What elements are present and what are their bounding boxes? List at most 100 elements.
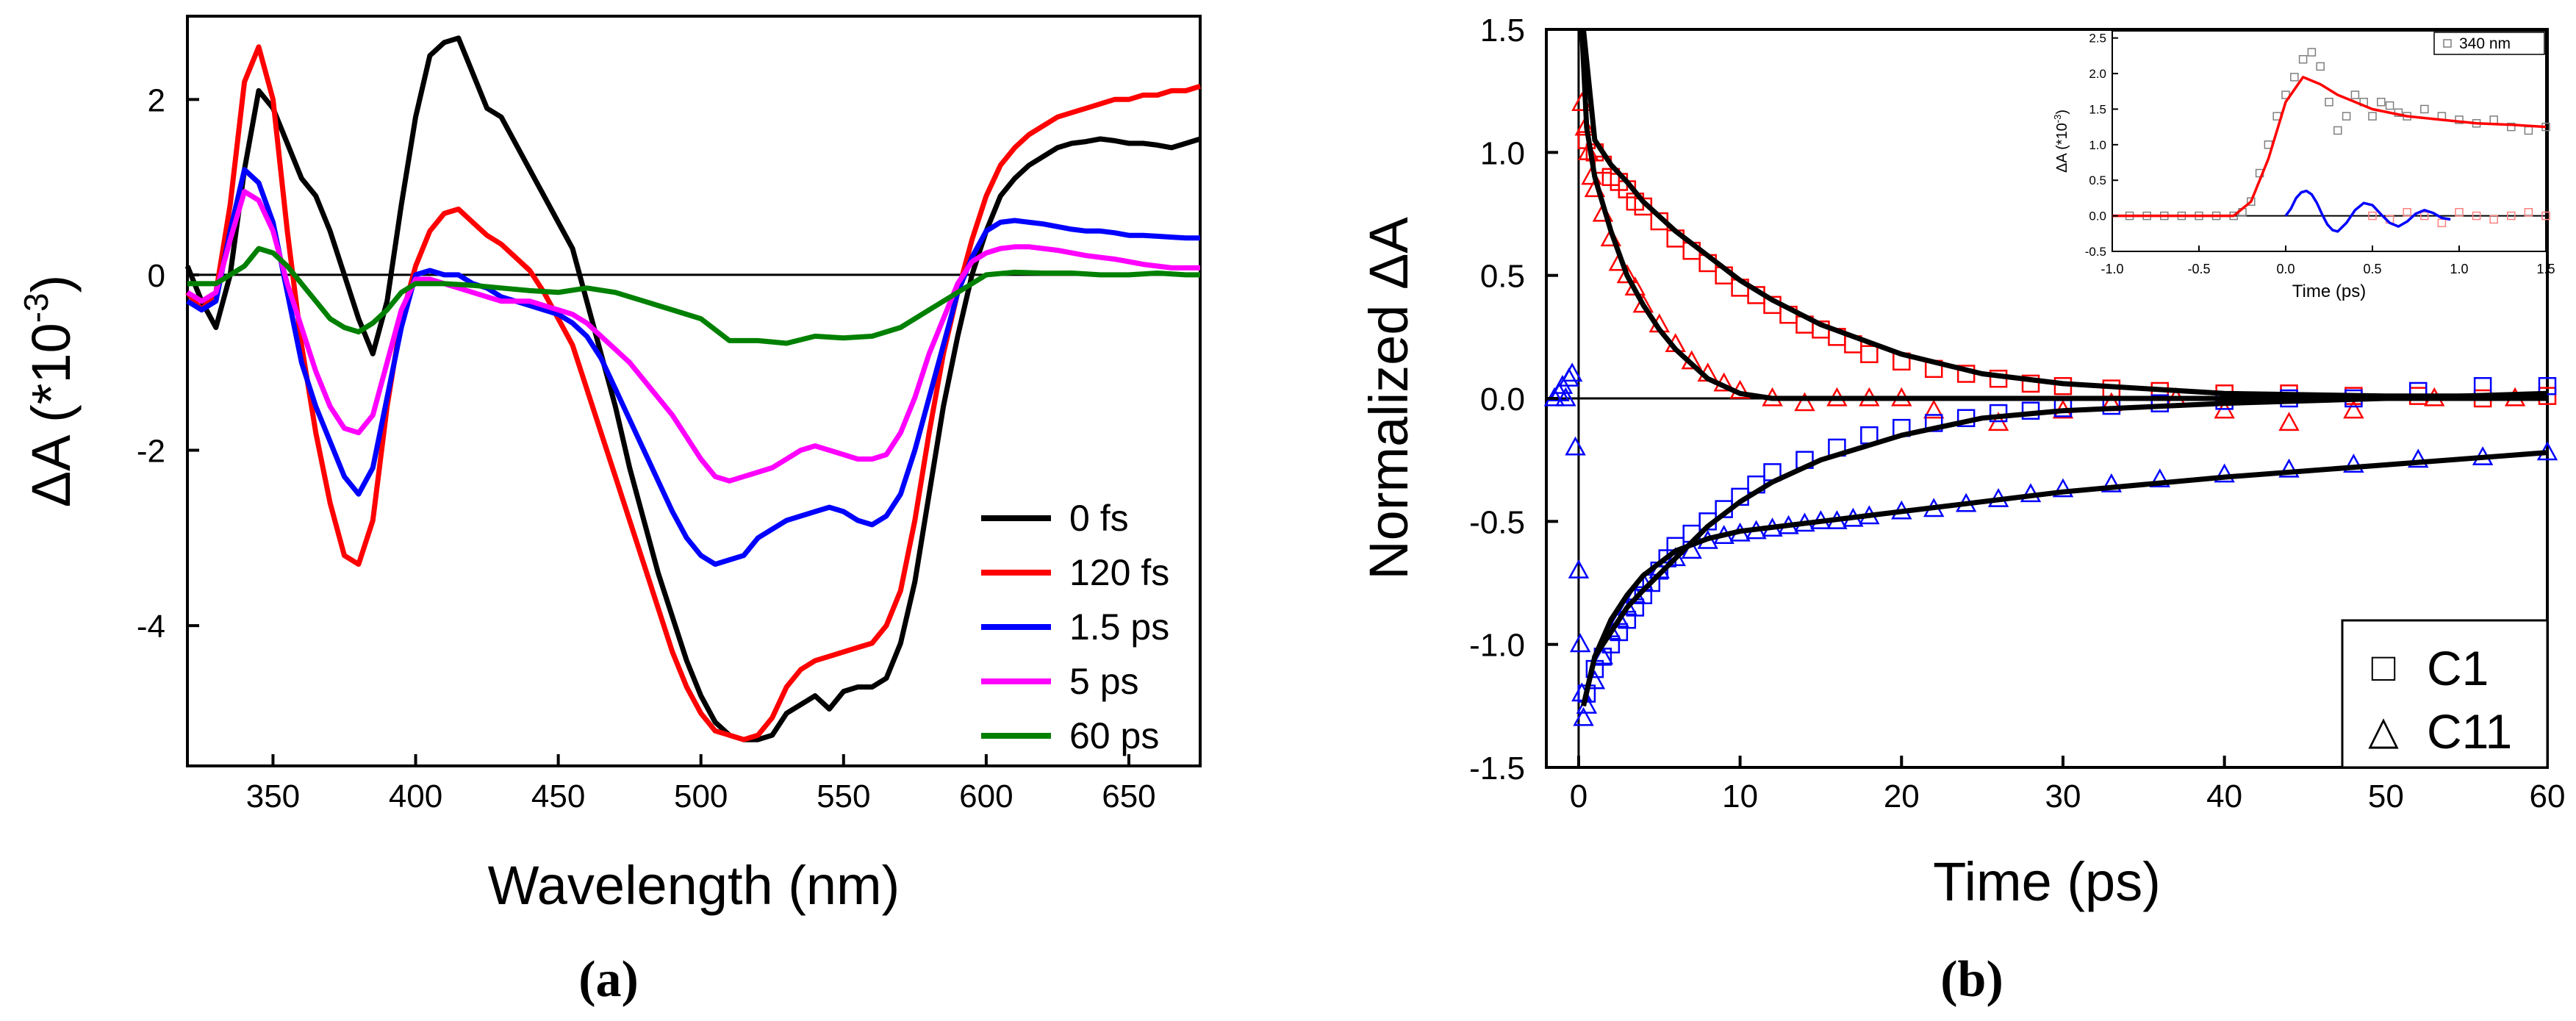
chart-b-point-1 — [1794, 392, 1815, 412]
inset-legend-marker — [2443, 39, 2452, 48]
chart-b-legend: □ C1 △ C11 — [2341, 619, 2549, 769]
chart-a-y-ticks: 2 0 -2 -4 — [137, 82, 199, 645]
inset-point-1 — [2524, 208, 2533, 217]
chart-b-point-1 — [1616, 264, 1638, 284]
chart-b-x-tick-label: 30 — [2045, 778, 2081, 814]
inset-point-1 — [2420, 211, 2429, 221]
chart-b-inset: -1.0 -0.5 0.0 0.5 1.0 1.5 -0.5 0.0 0.5 1.0 1.5 2.0 2… — [2052, 30, 2555, 301]
chart-b-point-3 — [2343, 454, 2364, 473]
chart-b-legend-label: C11 — [2427, 704, 2512, 759]
chart-a-x-tick-label: 550 — [817, 778, 870, 814]
chart-b-point-4 — [1561, 362, 1583, 382]
chart-b-legend-label: C1 — [2427, 641, 2489, 695]
inset-point-1 — [2455, 208, 2464, 217]
chart-a-series-line-2 — [186, 167, 1200, 567]
chart-b-point-1 — [1574, 116, 1596, 136]
chart-a-y-tick-label: -2 — [137, 434, 165, 470]
chart-b-point-3 — [2100, 473, 2123, 492]
chart-a-legend-label: 1.5 ps — [1069, 606, 1169, 648]
inset-point-0 — [2325, 98, 2333, 107]
inset-x-label: Time (ps) — [2292, 282, 2366, 301]
inset-point-1 — [2403, 208, 2411, 217]
chart-b-legend-box — [2341, 619, 2549, 769]
inset-y-label-close: ) — [2054, 110, 2070, 115]
inset-y-tick-label: 1.0 — [2089, 138, 2106, 152]
chart-b-legend-marker: △ — [2368, 709, 2399, 753]
chart-b-point-0 — [2021, 374, 2040, 393]
inset-x-tick-label: 0.5 — [2363, 262, 2381, 276]
chart-a-x-tick-label: 500 — [674, 778, 728, 814]
chart-b-fit-line-0 — [1581, 29, 2547, 399]
inset-point-0 — [2333, 126, 2342, 135]
chart-a-legend-label: 5 ps — [1069, 661, 1139, 702]
chart-b: 0 10 20 30 40 50 60 1.5 1.0 0.5 0.0 -0.5 -1.0 -1.5 T… — [1358, 12, 2565, 1008]
chart-b-point-4 — [1568, 559, 1590, 578]
chart-b-fit-line-3 — [1581, 450, 2548, 707]
panel-label-a: (a) — [578, 951, 639, 1008]
inset-legend-label: 340 nm — [2459, 35, 2511, 52]
chart-b-point-1 — [2343, 399, 2364, 419]
chart-b-x-tick-label: 60 — [2530, 778, 2566, 814]
inset-point-1 — [2541, 211, 2550, 221]
inset-point-1 — [2472, 211, 2481, 221]
chart-b-point-3 — [2214, 463, 2235, 483]
inset-legend-box — [2433, 32, 2545, 55]
inset-y-tick-label: 0.5 — [2089, 173, 2106, 187]
panel-label-b: (b) — [1940, 951, 2003, 1008]
chart-b-point-1 — [1923, 399, 1945, 419]
inset-fit-line-1 — [2284, 189, 2451, 233]
inset-x-tick-label: 1.5 — [2536, 262, 2555, 276]
chart-a-x-ticks: 350 400 450 500 550 600 650 — [246, 754, 1156, 814]
chart-b-y-label: Normalized ΔA — [1358, 217, 1419, 580]
chart-a-x-tick-label: 350 — [246, 778, 300, 814]
chart-a-x-tick-label: 600 — [959, 778, 1013, 814]
inset-x-tick-label: -0.5 — [2187, 262, 2210, 276]
chart-a-series-line-4 — [187, 246, 1200, 346]
chart-b-x-label: Time (ps) — [1933, 851, 2161, 912]
inset-y-tick-label: 0.0 — [2089, 209, 2106, 223]
chart-b-point-4 — [1569, 633, 1591, 653]
chart-b-y-tick-label: -1.5 — [1469, 750, 1525, 787]
chart-a-series — [184, 35, 1202, 742]
chart-a-legend-label: 0 fs — [1069, 498, 1129, 539]
chart-b-point-3 — [2408, 448, 2429, 468]
inset-point-0 — [2350, 90, 2360, 99]
inset-x-tick-label: 0.0 — [2276, 262, 2295, 276]
chart-b-y-tick-label: 1.5 — [1480, 12, 1525, 49]
chart-b-point-4 — [1573, 706, 1594, 726]
inset-point-0 — [2298, 54, 2308, 64]
chart-b-x-tick-label: 20 — [1884, 778, 1920, 814]
chart-b-y-tick-label: 1.0 — [1480, 135, 1525, 171]
chart-a: 350 400 450 500 550 600 650 2 0 -2 -4 Wavelength … — [17, 15, 1202, 1008]
chart-b-point-1 — [1632, 293, 1654, 313]
inset-point-1 — [2437, 218, 2447, 228]
inset-point-0 — [2377, 98, 2386, 107]
chart-b-y-tick-label: 0.0 — [1480, 381, 1525, 418]
chart-b-y-ticks: 1.5 1.0 0.5 0.0 -0.5 -1.0 -1.5 — [1469, 12, 1558, 787]
inset-point-0 — [2316, 62, 2325, 71]
chart-b-point-2 — [1924, 414, 1943, 432]
inset-fit-line-0 — [2112, 76, 2547, 218]
inset-y-tick-label: 2.0 — [2089, 67, 2106, 81]
inset-point-1 — [2507, 211, 2516, 221]
chart-b-y-tick-label: -0.5 — [1469, 504, 1525, 540]
chart-a-legend-label: 120 fs — [1069, 552, 1169, 593]
chart-b-point-0 — [1860, 345, 1879, 364]
inset-y-label: ΔA (*10-3) — [2052, 110, 2070, 173]
chart-a-y-tick-label: -4 — [137, 609, 165, 645]
chart-b-legend-marker: □ — [2372, 645, 2396, 689]
inset-point-0 — [2420, 104, 2429, 114]
inset-x-tick-label: 1.0 — [2450, 262, 2468, 276]
chart-a-x-tick-label: 400 — [389, 778, 442, 814]
chart-b-point-3 — [2052, 478, 2074, 498]
inset-y-tick-label: 2.5 — [2089, 32, 2106, 46]
chart-b-point-2 — [1989, 404, 2008, 423]
inset-point-0 — [2507, 122, 2516, 132]
chart-a-x-label: Wavelength (nm) — [488, 855, 900, 916]
chart-b-point-3 — [2278, 458, 2300, 478]
chart-b-x-tick-label: 40 — [2206, 778, 2242, 814]
chart-a-legend-label: 60 ps — [1069, 715, 1159, 756]
chart-a-frame — [186, 15, 1202, 767]
chart-a-y-label: ΔA (*10-3) — [17, 275, 82, 508]
